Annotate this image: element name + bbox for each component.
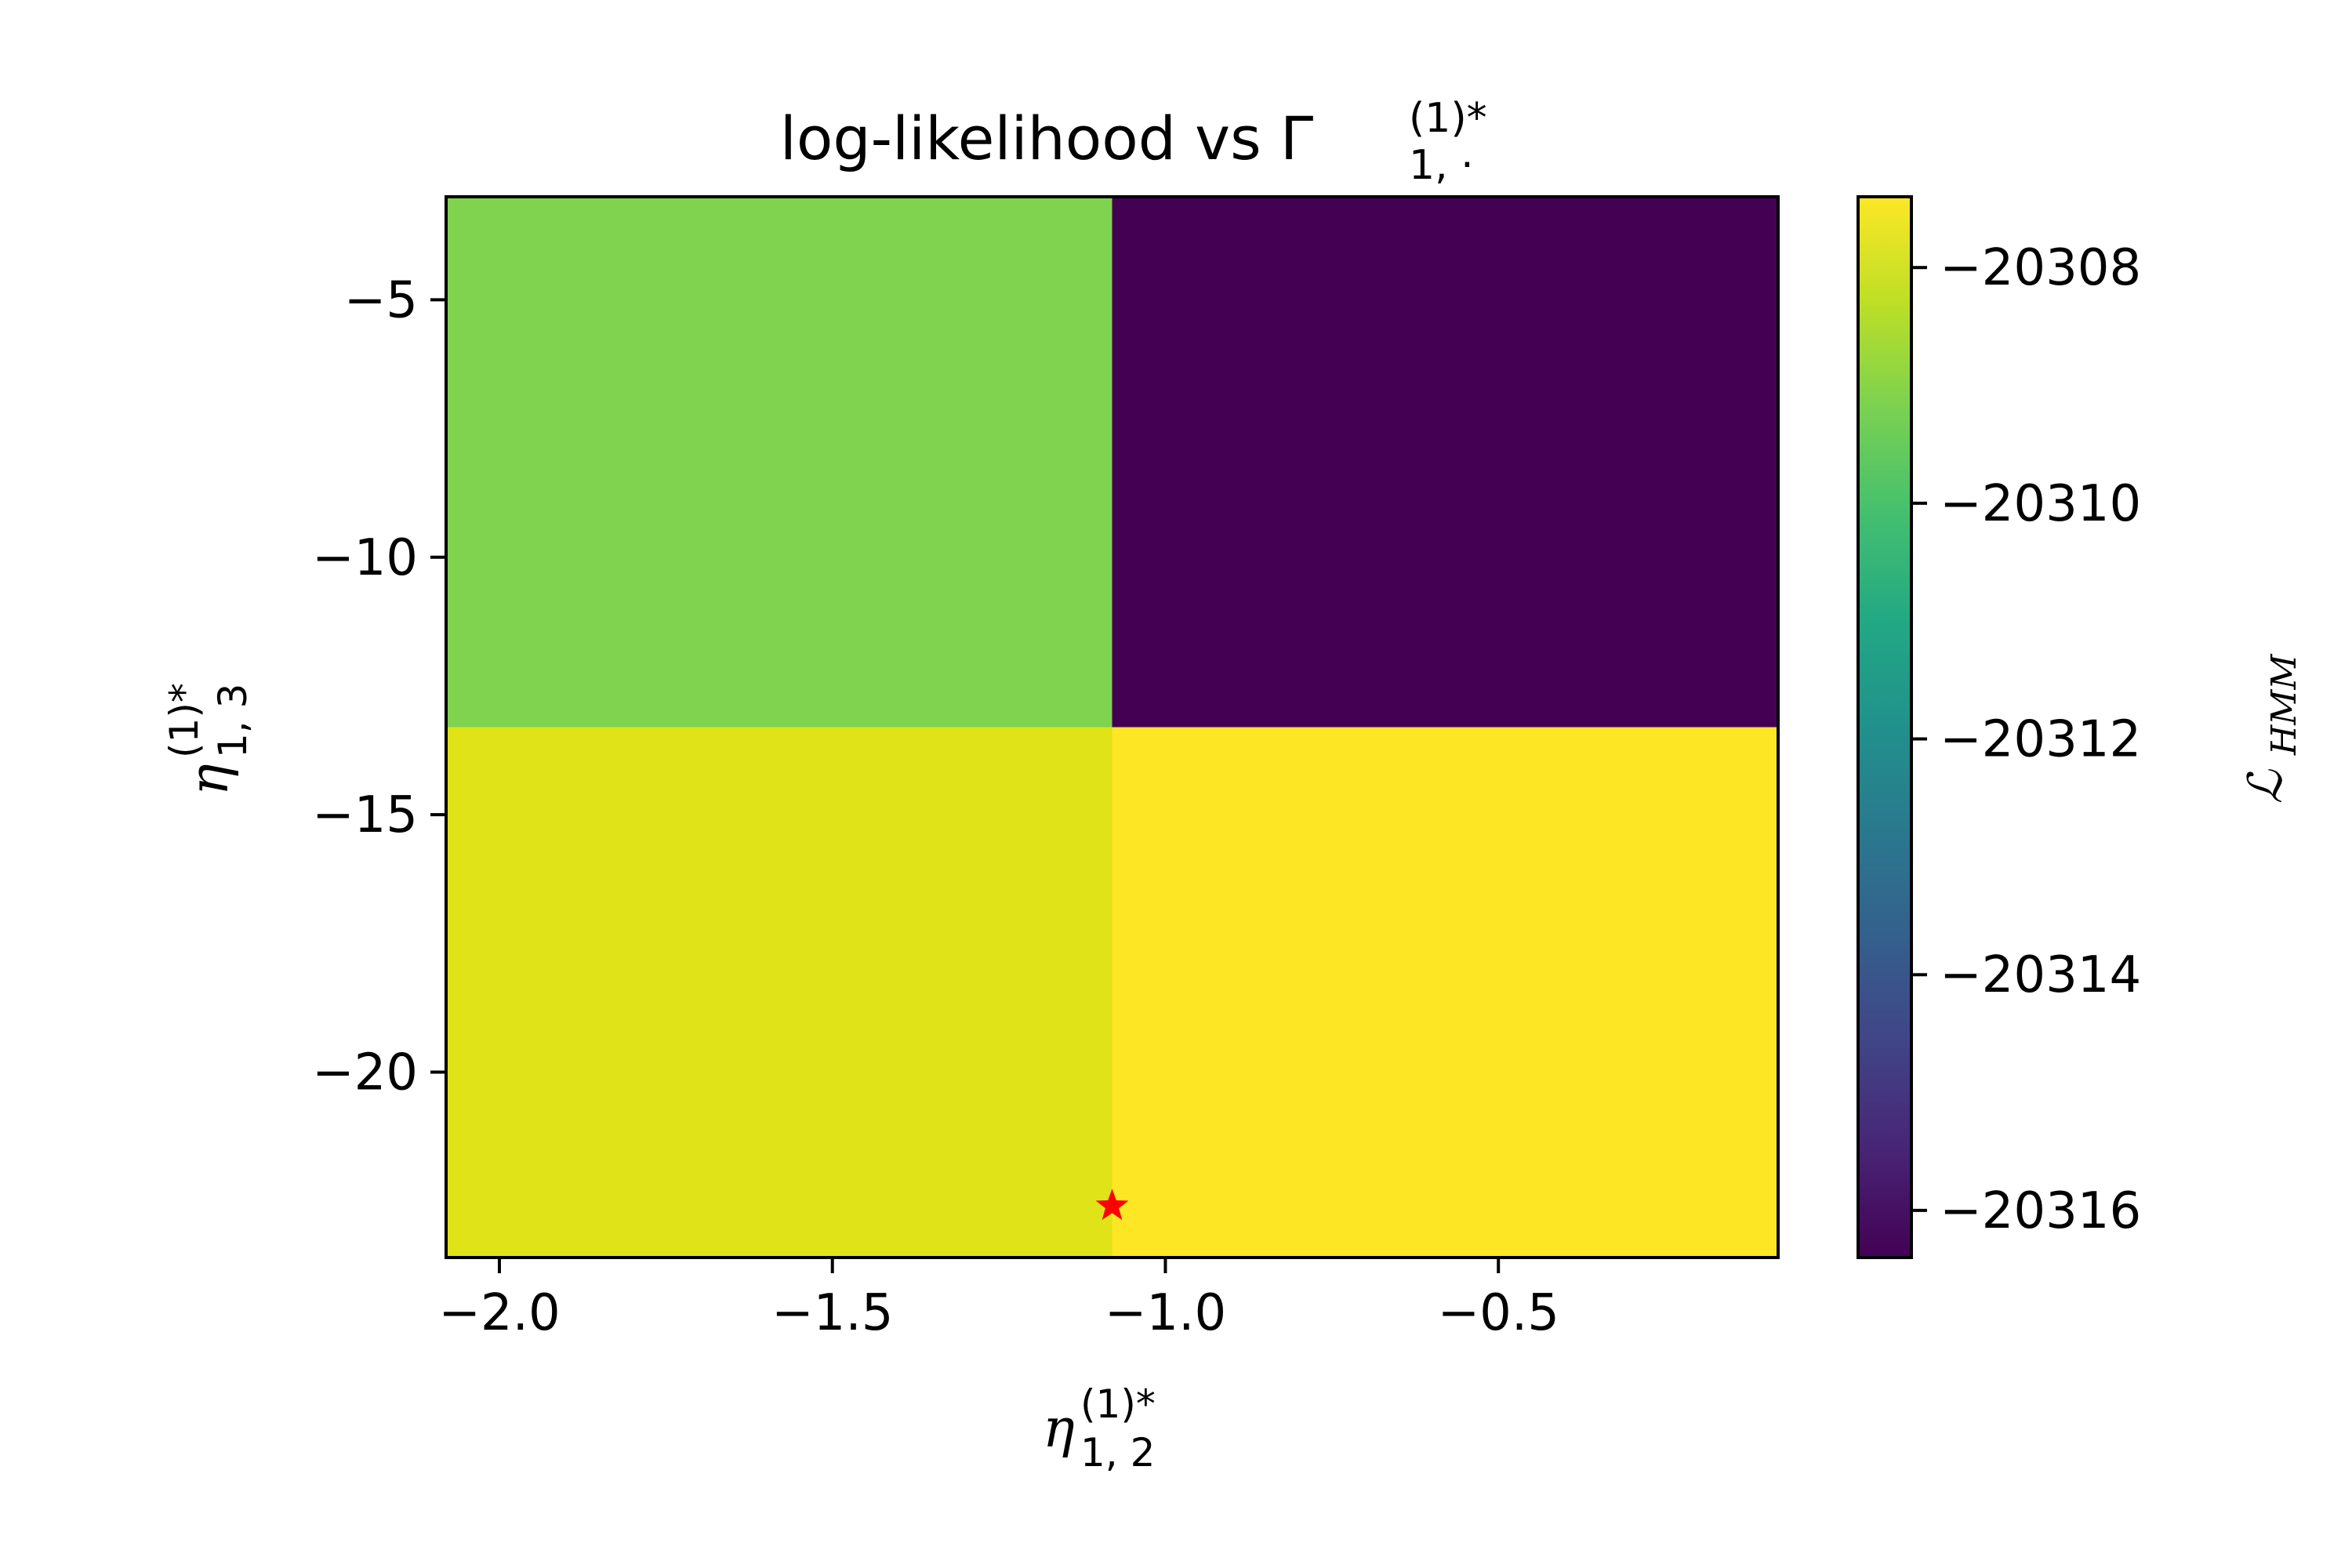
colorbar-tick-label: −20310 xyxy=(1940,475,2141,533)
x-tick-label: −2.0 xyxy=(438,1284,560,1342)
heatmap-cell-2 xyxy=(446,727,1112,1258)
plot-frame xyxy=(445,195,1780,1259)
marker-layer xyxy=(1095,1189,1129,1221)
heatmap-cell-0 xyxy=(446,197,1112,728)
colorbar-tick-label: −20314 xyxy=(1940,946,2141,1004)
heatmap-cells xyxy=(446,197,1778,1258)
colorbar-tick-label: −20312 xyxy=(1940,711,2141,769)
y-tick-label: −10 xyxy=(312,529,418,587)
y-axis-label: η xyxy=(179,764,241,796)
y-tick-label: −5 xyxy=(344,271,418,329)
y-tick-label: −20 xyxy=(312,1044,418,1102)
heatmap-cell-3 xyxy=(1112,727,1778,1258)
heatmap-cell-1 xyxy=(1112,197,1778,728)
chart-title-main: log-likelihood vs Γ xyxy=(780,103,1313,173)
chart-title-sup: (1)* xyxy=(1409,95,1487,142)
y-axis-label-sub: 1, 3 xyxy=(210,684,256,758)
x-tick-label: −0.5 xyxy=(1438,1284,1559,1342)
colorbar-label: ℒ HMM xyxy=(2238,654,2304,804)
chart-title: log-likelihood vs Γ xyxy=(780,103,1313,173)
x-axis-label-sup: (1)* xyxy=(1080,1381,1156,1427)
x-axis-label: η xyxy=(1043,1398,1075,1460)
x-tick-label: −1.0 xyxy=(1105,1284,1226,1342)
colorbar-tick-label: −20308 xyxy=(1940,239,2141,297)
x-axis-label-sub: 1, 2 xyxy=(1080,1430,1155,1475)
x-tick-label: −1.5 xyxy=(771,1284,893,1342)
colorbar-ticks: −20308 −20310 −20312 −20314 −20316 xyxy=(1911,239,2141,1240)
y-tick-label: −15 xyxy=(312,786,418,844)
y-axis-ticks: −5 −10 −15 −20 xyxy=(312,271,446,1102)
y-axis-label-sup: (1)* xyxy=(162,683,207,758)
colorbar-tick-label: −20316 xyxy=(1940,1182,2141,1240)
x-axis-ticks: −2.0 −1.5 −1.0 −0.5 xyxy=(438,1258,1559,1342)
chart-title-sub: 1, · xyxy=(1409,142,1474,189)
optimum-star-marker xyxy=(1095,1189,1129,1221)
colorbar xyxy=(1857,195,1913,1259)
